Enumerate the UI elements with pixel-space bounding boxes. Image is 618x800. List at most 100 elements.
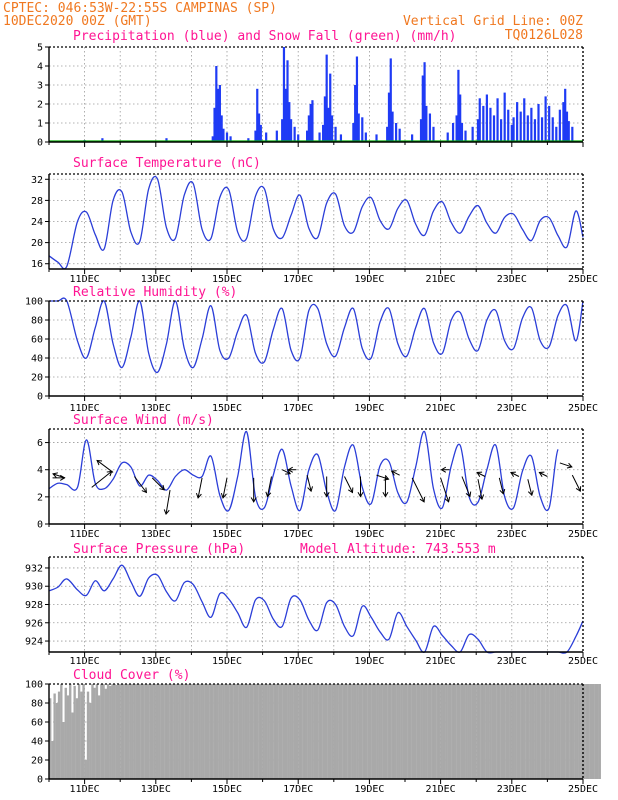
cloud-cover-bar — [249, 684, 252, 779]
cloud-cover-bar — [102, 684, 105, 779]
cloud-cover-bar — [318, 684, 321, 779]
precipitation-bar — [354, 85, 357, 142]
precipitation-bar — [500, 119, 503, 142]
cloud-cover-bar — [514, 684, 517, 779]
precipitation-bar — [551, 117, 554, 142]
precipitation-bar — [471, 126, 474, 142]
x-tick-label: 13DEC — [141, 656, 171, 667]
wind-vector — [197, 477, 203, 498]
precipitation-bar — [265, 132, 268, 142]
cloud-cover-bar — [131, 684, 134, 779]
y-tick-label: 0 — [37, 392, 43, 403]
panel-wind: Surface Wind (m/s) 0 2 4 6 11DEC 13DEC 15DEC 17… — [37, 413, 598, 540]
precipitation-bar — [464, 130, 467, 142]
panel-pressure: Surface Pressure (hPa) Model Altitude: 7… — [25, 542, 598, 667]
cloud-cover-bar — [280, 684, 283, 779]
cloud-cover-bar — [89, 703, 92, 779]
precipitation-bar — [428, 113, 432, 142]
precipitation-bar — [526, 115, 529, 142]
y-tick-label: 4 — [37, 62, 43, 73]
cloud-cover-bar — [202, 684, 205, 779]
precipitation-bar — [217, 88, 220, 142]
precipitation-bar — [259, 124, 262, 142]
x-tick-label: 21DEC — [426, 784, 456, 795]
precipitation-bar — [325, 54, 328, 142]
cloud-cover-bar — [115, 684, 119, 779]
cloud-cover-bar — [585, 684, 588, 779]
precipitation-bar — [257, 113, 261, 142]
y-tick-label: 926 — [25, 618, 43, 629]
wind-vector-head — [566, 462, 573, 469]
vertical-grid-note: Vertical Grid Line: 00Z — [403, 14, 583, 29]
cloud-cover-bar — [329, 684, 332, 779]
cloud-cover-bar — [178, 684, 181, 779]
cloud-cover-bar — [235, 684, 239, 779]
cloud-cover-bar — [307, 684, 310, 779]
precipitation-bar — [297, 134, 300, 142]
precipitation-bar — [293, 126, 296, 142]
cloud-cover-bar — [220, 684, 223, 779]
precipitation-bar — [375, 134, 378, 142]
cloud-cover-bar — [431, 684, 435, 779]
cloud-cover-bar — [153, 684, 156, 779]
cloud-cover-bar — [151, 684, 154, 779]
cloud-cover-bar — [458, 684, 461, 779]
precipitation-bar — [395, 123, 398, 142]
x-tick-label: 19DEC — [354, 403, 384, 414]
x-tick-label: 15DEC — [212, 274, 242, 285]
cloud-cover-bar — [409, 684, 412, 779]
y-tick-label: 20 — [31, 373, 43, 384]
precipitation-bar — [544, 96, 547, 142]
x-tick-label: 23DEC — [497, 403, 527, 414]
cloud-cover-bar — [324, 684, 328, 779]
cloud-cover-bar — [378, 684, 381, 779]
cloud-cover-bar — [146, 684, 150, 779]
cloud-cover-bar — [213, 684, 217, 779]
cloud-cover-bar — [135, 684, 139, 779]
x-tick-label: 19DEC — [354, 784, 384, 795]
temperature-plot: 16 20 24 28 32 11DEC 13DEC 15DEC 17DEC 19DEC 21DEC… — [31, 173, 598, 285]
x-tick-label: 11DEC — [70, 403, 100, 414]
precipitation-bar — [419, 119, 423, 142]
pressure-plot: 924 926 928 930 932 11DEC 13DEC 15DEC 17DEC 19DEC… — [25, 556, 598, 667]
cloud-cover-bar — [422, 684, 426, 779]
cloud-cover-bar — [262, 684, 265, 779]
cloud-cover-bar — [547, 684, 550, 779]
cloud-cover-bar — [69, 684, 72, 779]
cloud-cover-bar — [440, 684, 443, 779]
cloud-cover-bar — [580, 684, 584, 779]
x-tick-label: 15DEC — [212, 529, 242, 540]
wind-vector — [376, 474, 389, 480]
cloud-cover-bar — [405, 684, 408, 779]
precipitation-bar — [446, 132, 449, 142]
wind-vector — [476, 472, 486, 477]
x-tick-label: 23DEC — [497, 656, 527, 667]
cloud-cover-bar — [302, 684, 306, 779]
cloud-cover-bar — [57, 691, 61, 779]
cloud-cover-bar — [109, 685, 112, 779]
wind-vector — [267, 476, 272, 497]
cloud-cover-bar — [120, 684, 123, 779]
x-tick-label: 25DEC — [568, 529, 598, 540]
cloud-cover-bar — [124, 684, 128, 779]
y-tick-label: 932 — [25, 563, 43, 574]
wind-vector-head — [159, 484, 165, 491]
cloud-cover-bar — [60, 684, 63, 779]
precipitation-bar — [421, 75, 424, 142]
cloud-cover-bar — [100, 684, 103, 779]
precipitation-bar — [222, 128, 225, 142]
wind-vector-head — [476, 471, 483, 477]
precipitation-bar — [352, 123, 355, 142]
cloud-cover-bar — [562, 684, 566, 779]
precipitation-bar — [330, 115, 334, 142]
y-tick-label: 60 — [31, 335, 43, 346]
cloud-cover-bar — [278, 684, 281, 779]
cloud-cover-bar — [456, 684, 459, 779]
precipitation-bar — [361, 117, 364, 142]
precipitation-bar — [284, 88, 287, 142]
precipitation-bar — [229, 136, 232, 142]
cloud-cover-bar — [469, 684, 472, 779]
precipitation-bar — [510, 124, 513, 142]
cloud-cover-bar — [554, 684, 557, 779]
